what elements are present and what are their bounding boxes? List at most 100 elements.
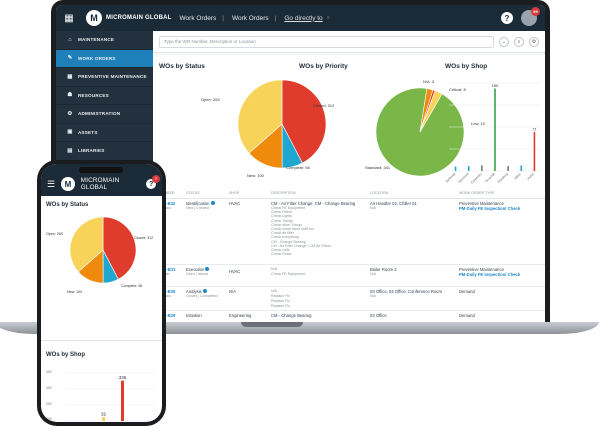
status-pie-chart [237, 79, 327, 169]
go-directly-to-link[interactable]: Go directly to [284, 14, 323, 22]
shop-bar-chart: Janitorial Electrical Carpentry 150 Grounds P… [445, 82, 541, 185]
column-header-shop[interactable]: SHOP [229, 191, 240, 195]
bar-value-label: 71 [532, 126, 537, 131]
wo-description: CM - Air Filter Change, CM - Change Bear… [271, 201, 356, 206]
chart-title-status: WOs by Status [159, 63, 205, 70]
sidebar-item-label: PREVENTIVE MAINTENANCE [78, 74, 147, 80]
app-grid-icon[interactable]: ▦ [64, 12, 74, 24]
help-glyph: ? [148, 180, 154, 188]
x-axis-tick: Other [514, 171, 523, 180]
brand-logo[interactable]: M [86, 10, 102, 26]
pie-label-new: New: 100 [247, 173, 264, 178]
wo-location: Boiler Room 2 [370, 267, 397, 272]
wo-description-lines: Check FE Equipment [271, 272, 305, 276]
pie-slice-closed[interactable] [281, 79, 327, 164]
notification-badge: 7 [152, 175, 160, 183]
bar-value-label: 150 [492, 83, 499, 88]
brand-name: MICROMAIN GLOBAL [80, 177, 120, 191]
user-avatar[interactable]: 99 [521, 7, 540, 26]
sidebar-item-libraries[interactable]: ▤ LIBRARIES [56, 142, 153, 161]
pie-label-closed: Closed: 312 [313, 103, 335, 108]
breadcrumb-separator: | [274, 14, 277, 22]
wo-number-link[interactable]: WO-B31 [159, 267, 176, 272]
breadcrumb-separator: | [222, 14, 224, 22]
wo-description-line: Check Filters [271, 210, 292, 215]
column-header-description[interactable]: DESCRIPTION [271, 191, 296, 195]
column-header-location[interactable]: LOCATION [370, 191, 389, 195]
phone-speaker [79, 167, 123, 173]
pm-link[interactable]: PM-Daily FE Inspection/ Check [459, 272, 521, 277]
info-icon[interactable] [205, 267, 210, 271]
wo-description-lines: Check FE Equipment Check Filters Check Lig… [271, 206, 366, 256]
y-axis-tick: 200 [46, 402, 52, 406]
calendar-icon: ▦ [67, 73, 73, 80]
wo-description-line: Check Things [271, 218, 293, 223]
wo-description-line: Check other Things [271, 222, 303, 227]
wo-description-line: CM - Change Bearing [271, 239, 306, 244]
chevron-down-icon[interactable]: ○ [326, 15, 330, 21]
wo-shop: Engineering [229, 313, 252, 318]
settings-icon[interactable]: ⚙ [529, 36, 539, 47]
sidebar-item-work-orders[interactable]: ✎ WORK ORDERS [56, 49, 153, 68]
wo-type: Preventive Maintenance [459, 201, 504, 206]
bar-janitorial[interactable] [454, 166, 457, 171]
bar-carpentry[interactable] [481, 165, 483, 172]
sidebar-item-assets[interactable]: ▣ ASSETS [56, 124, 153, 142]
wo-status: Initiation [186, 313, 202, 318]
bar-grounds[interactable] [494, 88, 496, 172]
bar-plumbing[interactable] [507, 166, 509, 171]
column-header-status[interactable]: STATUS [186, 191, 200, 195]
help-icon[interactable]: ? 7 [146, 175, 160, 189]
pie-label-new: New: 100 [67, 290, 83, 294]
brand-logo[interactable]: M [61, 177, 75, 191]
top-bar-actions: ? 99 [501, 7, 545, 26]
sidebar-item-preventive-maintenance[interactable]: ▦ PREVENTIVE MAINTENANCE [56, 68, 153, 87]
search-icon[interactable]: ⌕ [514, 36, 524, 47]
home-icon: ⌂ [68, 36, 72, 43]
pie-label-na: N/A: 3 [423, 79, 435, 84]
pie-slice-open[interactable] [237, 79, 283, 154]
mobile-app-screen: ☰ M MICROMAIN GLOBAL ? 7 WOs by Status Op… [41, 164, 162, 422]
help-icon[interactable]: ? [501, 12, 513, 24]
wo-number-link[interactable]: WO-B29 [159, 313, 176, 318]
pie-slice-open[interactable] [69, 216, 104, 273]
wo-description-line: Check FE Equipment [271, 206, 305, 210]
sidebar-item-label: ASSETS [78, 129, 98, 135]
sidebar-item-resources[interactable]: ☗ RESOURCES [56, 87, 153, 105]
breadcrumb-page[interactable]: Work Orders [231, 14, 269, 22]
bar-b[interactable] [121, 380, 124, 421]
mobile-chart-title-shop: WOs by Shop [46, 352, 85, 358]
column-header-type[interactable]: WORK ORDER TYPE [459, 191, 495, 195]
pie-slice-closed[interactable] [102, 216, 137, 280]
pie-slice-low[interactable] [419, 90, 443, 133]
wo-location: 03 Office [370, 313, 387, 318]
wo-number-link[interactable]: WO-B30 [159, 289, 176, 294]
bar-electrical[interactable] [467, 166, 470, 171]
wo-status-sub: Closed | Completed [186, 294, 218, 298]
x-axis-tick: Grounds [484, 172, 496, 184]
pm-link[interactable]: PM-Daily FE Inspection/ Check [459, 206, 521, 211]
x-axis-tick: Carpentry [470, 172, 483, 185]
dropdown-chevron-icon[interactable]: ⌄ [499, 36, 509, 47]
breadcrumb-module[interactable]: Work Orders [179, 14, 217, 22]
info-icon[interactable] [210, 201, 215, 205]
hamburger-menu-icon[interactable]: ☰ [47, 178, 56, 189]
wo-description-line: Check coils [271, 248, 290, 253]
search-row: Type the WO Number, Description or Locat… [153, 31, 545, 53]
mobile-top-bar: ☰ M MICROMAIN GLOBAL ? 7 [41, 164, 162, 196]
bar-hvac[interactable] [533, 131, 536, 171]
bar-a[interactable] [102, 417, 105, 421]
column-header-number[interactable]: NUMBER [159, 191, 175, 195]
chart-title-priority: WOs by Priority [299, 63, 348, 70]
info-icon[interactable] [202, 289, 207, 293]
wo-shop: HVAC [229, 201, 241, 206]
bar-other[interactable] [520, 165, 523, 172]
wo-description: N/A [271, 267, 277, 271]
search-input[interactable]: Type the WO Number, Description or Locat… [159, 35, 494, 48]
sidebar-item-administration[interactable]: ⚙ ADMINISTRATION [56, 105, 153, 124]
sidebar-item-maintenance[interactable]: ⌂ MAINTENANCE [56, 31, 153, 50]
wo-number-link[interactable]: WO-B32 [159, 201, 176, 206]
